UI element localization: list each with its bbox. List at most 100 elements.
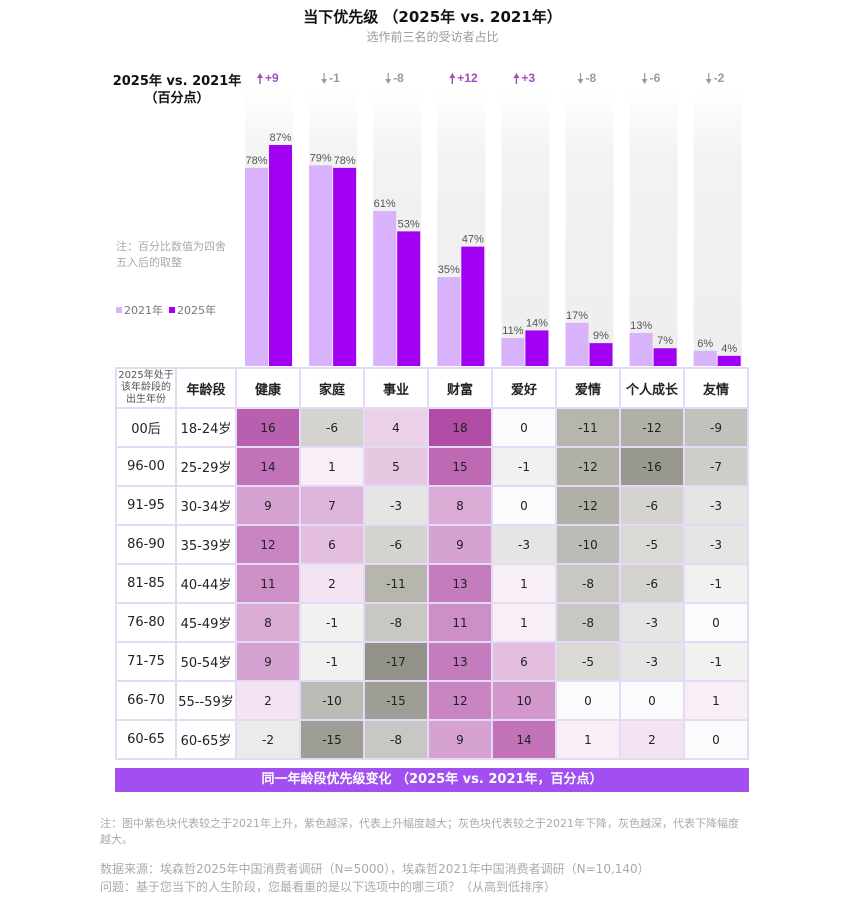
heatmap-cell: 2 bbox=[237, 682, 299, 719]
heatmap-cell: 7 bbox=[301, 487, 363, 524]
legend: 2021年 2025年 bbox=[116, 302, 216, 318]
heatmap-cell: -6 bbox=[621, 487, 683, 524]
heatmap-cell: 14 bbox=[237, 448, 299, 485]
heatmap-cell: -12 bbox=[621, 409, 683, 446]
table-row: 81-85 40-44岁 11 2 -11 13 1 -8 -6 -1 bbox=[117, 565, 747, 602]
heatmap-cell: -6 bbox=[301, 409, 363, 446]
bar-axis-label: 2025年 vs. 2021年 （百分点） bbox=[112, 73, 242, 107]
header-age-group: 年龄段 bbox=[177, 369, 235, 407]
legend-item-2025: 2025年 bbox=[169, 302, 216, 318]
survey-question: 问题：基于您当下的人生阶段，您最看重的是以下选项中的哪三项？（从高到低排序） bbox=[100, 880, 557, 894]
change-label: -8 bbox=[393, 71, 404, 85]
value-label-2021: 6% bbox=[697, 338, 713, 350]
value-label-2021: 17% bbox=[566, 310, 588, 322]
heatmap-cell: -6 bbox=[621, 565, 683, 602]
heatmap-cell: 1 bbox=[493, 565, 555, 602]
arrow-up-icon bbox=[513, 73, 520, 84]
column-background bbox=[565, 90, 614, 366]
heatmap-cell: -17 bbox=[365, 643, 427, 680]
column-background bbox=[501, 90, 550, 366]
age-group-cell: 60-65岁 bbox=[177, 721, 235, 758]
heatmap-cell: 14 bbox=[493, 721, 555, 758]
heatmap-cell: 0 bbox=[685, 604, 747, 641]
heatmap-title-bar: 同一年龄段优先级变化 （2025年 vs. 2021年，百分点） bbox=[115, 768, 749, 792]
value-label-2025: 9% bbox=[593, 330, 609, 342]
bar-2021 bbox=[373, 211, 397, 366]
heatmap-cell: 11 bbox=[429, 604, 491, 641]
heatmap-cell: -1 bbox=[685, 643, 747, 680]
heatmap-cell: -1 bbox=[301, 604, 363, 641]
heatmap-cell: 1 bbox=[557, 721, 619, 758]
heatmap-cell: 6 bbox=[493, 643, 555, 680]
value-label-2021: 78% bbox=[245, 155, 267, 167]
arrow-up-icon bbox=[257, 73, 263, 84]
heatmap-cell: -5 bbox=[557, 643, 619, 680]
value-label-2021: 61% bbox=[374, 198, 396, 210]
heatmap-table: 2025年处于该年龄段的出生年份 年龄段 健康 家庭 事业 财富 爱好 爱情 个人成长 友情 … bbox=[115, 367, 749, 760]
heatmap-cell: 1 bbox=[493, 604, 555, 641]
value-label-2025: 53% bbox=[398, 218, 420, 230]
source-block: 数据来源：埃森哲2025年中国消费者调研（N=5000），埃森哲2021年中国消… bbox=[100, 860, 780, 896]
arrow-down-icon bbox=[641, 73, 648, 84]
heatmap-cell: -3 bbox=[685, 526, 747, 563]
header-2: 事业 bbox=[365, 369, 427, 407]
age-group-cell: 25-29岁 bbox=[177, 448, 235, 485]
bar-2025 bbox=[589, 343, 613, 366]
column-background bbox=[629, 90, 678, 366]
heatmap-cell: 18 bbox=[429, 409, 491, 446]
header-0: 健康 bbox=[237, 369, 299, 407]
heatmap-cell: -8 bbox=[557, 604, 619, 641]
arrow-down-icon bbox=[577, 73, 584, 84]
change-label: -6 bbox=[650, 71, 661, 85]
bar-2021 bbox=[629, 332, 653, 366]
bar-2025 bbox=[717, 355, 741, 366]
value-label-2025: 87% bbox=[269, 132, 291, 144]
bar-2021 bbox=[437, 277, 461, 366]
value-label-2021: 79% bbox=[310, 152, 332, 164]
heatmap-cell: 5 bbox=[365, 448, 427, 485]
table-row: 91-95 30-34岁 9 7 -3 8 0 -12 -6 -3 bbox=[117, 487, 747, 524]
birth-year-cell: 96-00 bbox=[117, 448, 175, 485]
arrow-down-icon bbox=[385, 73, 392, 84]
birth-year-cell: 71-75 bbox=[117, 643, 175, 680]
heatmap-cell: 12 bbox=[237, 526, 299, 563]
heatmap-cell: 10 bbox=[493, 682, 555, 719]
heatmap-cell: -10 bbox=[557, 526, 619, 563]
heatmap-cell: -11 bbox=[365, 565, 427, 602]
bar-chart: 78%87%+979% 78%-161%53%-835%47%+1211%14%+… bbox=[245, 71, 742, 366]
legend-label-2025: 2025年 bbox=[177, 304, 216, 317]
change-label: -1 bbox=[329, 71, 340, 85]
bar-2021 bbox=[245, 167, 268, 366]
change-label: -2 bbox=[714, 71, 725, 85]
data-source: 数据来源：埃森哲2025年中国消费者调研（N=5000），埃森哲2021年中国消… bbox=[100, 862, 650, 876]
bar-2025 bbox=[333, 167, 357, 366]
birth-year-cell: 81-85 bbox=[117, 565, 175, 602]
chart-subtitle: 选作前三名的受访者占比 bbox=[366, 30, 499, 44]
heatmap-cell: 13 bbox=[429, 565, 491, 602]
heatmap-cell: -15 bbox=[301, 721, 363, 758]
value-label-2025: 78% bbox=[334, 155, 356, 167]
heatmap-cell: -8 bbox=[365, 604, 427, 641]
header-6: 个人成长 bbox=[621, 369, 683, 407]
heatmap-cell: 11 bbox=[237, 565, 299, 602]
heatmap-cell: 0 bbox=[685, 721, 747, 758]
heatmap-cell: 0 bbox=[557, 682, 619, 719]
birth-year-cell: 91-95 bbox=[117, 487, 175, 524]
value-label-2021: 35% bbox=[438, 264, 460, 276]
heatmap-cell: -1 bbox=[493, 448, 555, 485]
color-footnote: 注：图中紫色块代表较之于2021年上升，紫色越深，代表上升幅度越大；灰色块代表较… bbox=[100, 817, 739, 846]
legend-item-2021: 2021年 bbox=[116, 302, 163, 318]
legend-swatch-2025 bbox=[169, 307, 175, 313]
heatmap-cell: -12 bbox=[557, 448, 619, 485]
heatmap-cell: -6 bbox=[365, 526, 427, 563]
heatmap-cell: -3 bbox=[685, 487, 747, 524]
axis-label-line1: 2025年 vs. 2021年 bbox=[112, 74, 242, 89]
change-label: +3 bbox=[521, 71, 535, 85]
bar-2025 bbox=[525, 330, 549, 366]
heatmap-cell: -8 bbox=[365, 721, 427, 758]
value-label-2025: 47% bbox=[462, 234, 484, 246]
value-label-2025: 4% bbox=[721, 343, 737, 355]
heatmap-cell: 1 bbox=[301, 448, 363, 485]
value-label-2021: 13% bbox=[630, 320, 652, 332]
bar-2025 bbox=[653, 348, 677, 366]
